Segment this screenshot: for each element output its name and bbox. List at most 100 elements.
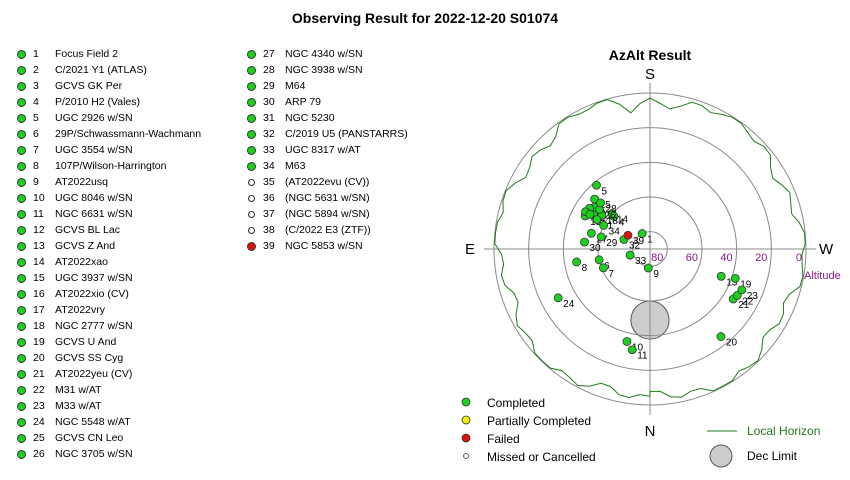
object-number: 8 xyxy=(33,160,39,172)
object-list-item: 21 AT2022yeu (CV) xyxy=(16,366,201,382)
object-number: 37 xyxy=(263,208,275,220)
altitude-tick-label: 80 xyxy=(651,252,663,264)
data-point xyxy=(594,255,604,265)
object-number: 26 xyxy=(33,448,45,460)
status-completed-icon xyxy=(17,258,26,267)
data-point-label: 22 xyxy=(742,296,754,307)
object-list-item: 31 NGC 5230 xyxy=(246,110,408,126)
status-failed-icon xyxy=(247,242,256,251)
data-point xyxy=(598,263,608,273)
status-completed-icon xyxy=(17,210,26,219)
legend-dec-limit-icon xyxy=(709,444,733,468)
status-missed-icon xyxy=(248,195,255,202)
object-number: 9 xyxy=(33,176,39,188)
object-list-item: 13 GCVS Z And xyxy=(16,238,201,254)
object-list-item: 3 GCVS GK Per xyxy=(16,78,201,94)
object-name: (NGC 5631 w/SN) xyxy=(285,192,370,204)
object-list-item: 11 NGC 6631 w/SN xyxy=(16,206,201,222)
object-name: AT2022xio (CV) xyxy=(55,288,129,300)
status-completed-icon xyxy=(17,386,26,395)
object-name: (C/2022 E3 (ZTF)) xyxy=(285,224,371,236)
object-list-item: 37 (NGC 5894 w/SN) xyxy=(246,206,408,222)
data-point xyxy=(592,215,602,224)
data-point-label: 11 xyxy=(637,351,648,362)
altitude-tick-label: 40 xyxy=(720,252,732,264)
status-completed-icon xyxy=(17,402,26,411)
object-number: 33 xyxy=(263,144,275,156)
object-name: AT2022xao xyxy=(55,256,108,268)
data-point-label: 19 xyxy=(740,279,752,290)
object-list-item: 26 NGC 3705 w/SN xyxy=(16,446,201,462)
status-completed-icon xyxy=(247,66,256,75)
status-completed-icon xyxy=(17,418,26,427)
data-point xyxy=(587,228,596,238)
object-name: GCVS CN Leo xyxy=(55,432,124,444)
object-number: 21 xyxy=(33,368,45,380)
data-point-label: 13 xyxy=(726,277,738,288)
object-list-item: 12 GCVS BL Lac xyxy=(16,222,201,238)
object-number: 38 xyxy=(263,224,275,236)
object-list-item: 5 UGC 2926 w/SN xyxy=(16,110,201,126)
object-name: GCVS U And xyxy=(55,336,117,348)
data-point-label: 4 xyxy=(619,218,625,229)
status-completed-icon xyxy=(17,338,26,347)
azalt-title: AzAlt Result xyxy=(609,47,692,63)
object-name: AT2022yeu (CV) xyxy=(55,368,133,380)
object-number: 20 xyxy=(33,352,45,364)
status-completed-icon xyxy=(17,242,26,251)
object-name: M31 w/AT xyxy=(55,384,102,396)
data-point-label: 14 xyxy=(617,215,629,226)
object-name: NGC 3938 w/SN xyxy=(285,64,363,76)
status-completed-icon xyxy=(247,114,256,123)
data-point-label: 21 xyxy=(738,300,750,311)
object-name: 107P/Wilson-Harrington xyxy=(55,160,167,172)
status-completed-icon xyxy=(17,98,26,107)
object-list-item: 27 NGC 4340 w/SN xyxy=(246,46,408,62)
object-name: UGC 3554 w/SN xyxy=(55,144,133,156)
status-completed-icon xyxy=(17,306,26,315)
legend-label: Missed or Cancelled xyxy=(487,450,596,464)
object-list-item: 35 (AT2022evu (CV)) xyxy=(246,174,408,190)
object-number: 25 xyxy=(33,432,45,444)
status-completed-icon xyxy=(247,146,256,155)
object-list-item: 32 C/2019 U5 (PANSTARRS) xyxy=(246,126,408,142)
data-point xyxy=(643,263,653,273)
object-list-item: 7 UGC 3554 w/SN xyxy=(16,142,201,158)
object-list-item: 38 (C/2022 E3 (ZTF)) xyxy=(246,222,408,238)
data-point xyxy=(580,237,589,247)
legend-missed-icon xyxy=(463,453,469,459)
object-name: C/2019 U5 (PANSTARRS) xyxy=(285,128,408,140)
data-point-label: 34 xyxy=(609,226,621,237)
data-point xyxy=(716,332,726,341)
data-point-label: 25 xyxy=(600,200,612,211)
status-missed-icon xyxy=(248,211,255,218)
object-number: 32 xyxy=(263,128,275,140)
data-point-label: 10 xyxy=(632,343,644,354)
status-completed-icon xyxy=(17,114,26,123)
object-name: NGC 5230 xyxy=(285,112,335,124)
status-completed-icon xyxy=(17,370,26,379)
object-name: GCVS SS Cyg xyxy=(55,352,124,364)
status-completed-icon xyxy=(17,354,26,363)
data-point-label: 24 xyxy=(563,299,575,310)
object-number: 4 xyxy=(33,96,39,108)
object-list-item: 9 AT2022usq xyxy=(16,174,201,190)
object-name: (AT2022evu (CV)) xyxy=(285,176,370,188)
data-point xyxy=(737,285,747,295)
data-point xyxy=(596,232,606,242)
status-completed-icon xyxy=(17,226,26,235)
data-point xyxy=(637,229,647,238)
data-point xyxy=(730,273,740,283)
object-number: 7 xyxy=(33,144,39,156)
status-completed-icon xyxy=(17,130,26,139)
object-number: 39 xyxy=(263,240,275,252)
data-point xyxy=(553,293,563,303)
object-number: 23 xyxy=(33,400,45,412)
data-point-label: 20 xyxy=(726,338,738,349)
object-name: M33 w/AT xyxy=(55,400,102,412)
object-name: 29P/Schwassmann-Wachmann xyxy=(55,128,202,140)
object-list-item: 33 UGC 8317 w/AT xyxy=(246,142,408,158)
status-completed-icon xyxy=(17,178,26,187)
status-missed-icon xyxy=(248,179,255,186)
data-point xyxy=(596,198,605,208)
